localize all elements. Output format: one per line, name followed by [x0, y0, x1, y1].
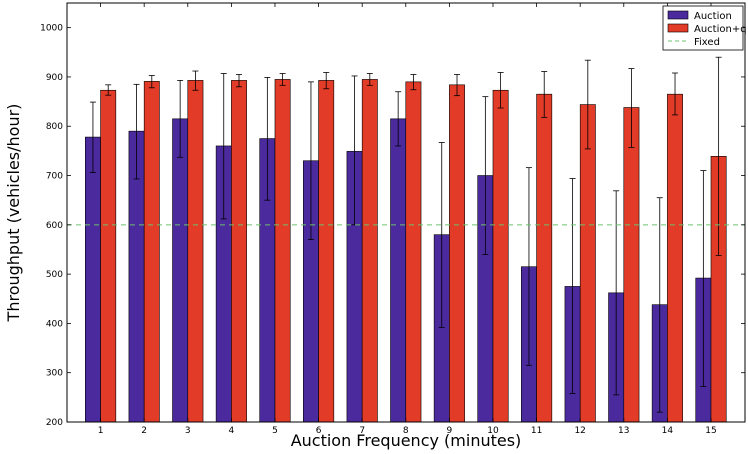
y-tick-label-1000: 1000 [40, 24, 63, 34]
legend-label-fixed: Fixed [694, 37, 720, 48]
bar-auction-q-8 [405, 81, 422, 423]
y-tick-label-900: 900 [46, 73, 63, 83]
bar-auction-q-14 [667, 93, 683, 423]
y-tick-label-800: 800 [46, 122, 63, 132]
x-tick-label-14: 14 [662, 426, 674, 436]
x-tick-label-10: 10 [487, 426, 499, 436]
bar-auction-q-2 [143, 81, 160, 423]
bar-auction-q-9 [449, 84, 465, 423]
x-tick-label-5: 5 [272, 426, 278, 436]
plot-area: 1 2 3 4 5 6 7 8 9 10 11 12 13 14 152003004005006007008… [4, 2, 747, 450]
y-tick-label-400: 400 [46, 319, 63, 329]
bar-auction-q-13 [623, 107, 640, 423]
bar-auction-q-10 [492, 89, 509, 423]
bar-auction-q-5 [274, 79, 291, 423]
bar-auction-1 [85, 136, 101, 423]
x-tick-label-4: 4 [229, 426, 235, 436]
x-tick-label-9: 9 [447, 426, 453, 436]
legend-swatch-auction [667, 10, 689, 20]
legend-swatch-auction-q [667, 23, 689, 33]
bar-auction-8 [390, 118, 407, 423]
x-tick-label-13: 13 [618, 426, 629, 436]
y-tick-label-300: 300 [46, 369, 63, 379]
legend-label-auction: Auction [694, 11, 732, 22]
y-axis-title: Throughput (vehicles/hour) [4, 104, 23, 323]
x-tick-label-2: 2 [141, 426, 147, 436]
bar-auction-3 [172, 118, 189, 423]
bar-auction-q-3 [187, 80, 204, 423]
bar-auction-q-11 [536, 93, 553, 423]
bar-auction-q-12 [579, 104, 596, 423]
x-tick-label-15: 15 [705, 426, 716, 436]
bar-auction-q-1 [100, 89, 117, 423]
plot-frame [66, 2, 746, 423]
y-tick-label-700: 700 [46, 172, 63, 182]
x-tick-label-8: 8 [403, 426, 409, 436]
y-tick-label-500: 500 [46, 270, 63, 280]
x-tick-label-7: 7 [359, 426, 365, 436]
bar-auction-q-6 [318, 80, 335, 423]
y-tick-label-600: 600 [46, 221, 63, 231]
bar-auction-q-4 [231, 80, 247, 423]
x-tick-label-12: 12 [574, 426, 585, 436]
x-tick-label-11: 11 [531, 426, 542, 436]
x-tick-label-3: 3 [185, 426, 191, 436]
x-tick-label-6: 6 [316, 426, 322, 436]
bar-auction-q-7 [361, 79, 378, 423]
x-tick-label-1: 1 [98, 426, 104, 436]
x-axis-title: Auction Frequency (minutes) [291, 431, 522, 450]
legend-label-auction-q: Auction+q [694, 24, 747, 35]
y-tick-label-200: 200 [46, 418, 63, 428]
